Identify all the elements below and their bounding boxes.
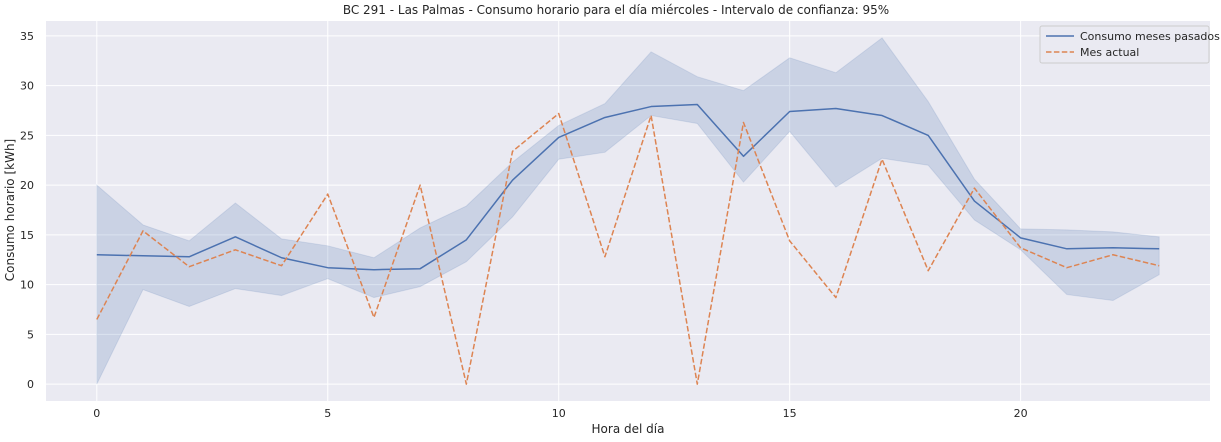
y-tick-label-30: 30 xyxy=(20,80,34,93)
y-tick-label-25: 25 xyxy=(20,129,34,142)
x-tick-label-15: 15 xyxy=(783,407,797,420)
legend-label-mes-actual: Mes actual xyxy=(1080,46,1139,59)
y-tick-label-0: 0 xyxy=(27,378,34,391)
chart-title: BC 291 - Las Palmas - Consumo horario pa… xyxy=(343,3,889,17)
y-ticks: 0 5 10 15 20 25 30 35 xyxy=(20,30,34,391)
confidence-band xyxy=(96,37,1160,385)
y-tick-label-5: 5 xyxy=(27,328,34,341)
y-tick-label-35: 35 xyxy=(20,30,34,43)
x-axis-label: Hora del día xyxy=(592,422,665,436)
x-tick-label-10: 10 xyxy=(552,407,566,420)
legend: Consumo meses pasados Mes actual xyxy=(1039,25,1220,64)
legend-box xyxy=(1039,25,1210,64)
x-ticks: 0 5 10 15 20 xyxy=(93,407,1027,420)
series-line-consumo-meses-pasados xyxy=(96,103,1160,271)
y-tick-label-10: 10 xyxy=(20,279,34,292)
x-tick-label-5: 5 xyxy=(324,407,331,420)
ci-band-consumo-meses-pasados xyxy=(96,37,1160,385)
y-tick-label-20: 20 xyxy=(20,179,34,192)
y-axis-label: Consumo horario [kWh] xyxy=(3,139,17,281)
plot-area xyxy=(46,21,1210,401)
series-line-mes-actual xyxy=(96,112,1160,385)
legend-label-consumo-meses-pasados: Consumo meses pasados xyxy=(1080,30,1220,43)
x-tick-label-20: 20 xyxy=(1014,407,1028,420)
y-tick-label-15: 15 xyxy=(20,229,34,242)
series-lines xyxy=(96,103,1160,385)
x-tick-label-0: 0 xyxy=(93,407,100,420)
